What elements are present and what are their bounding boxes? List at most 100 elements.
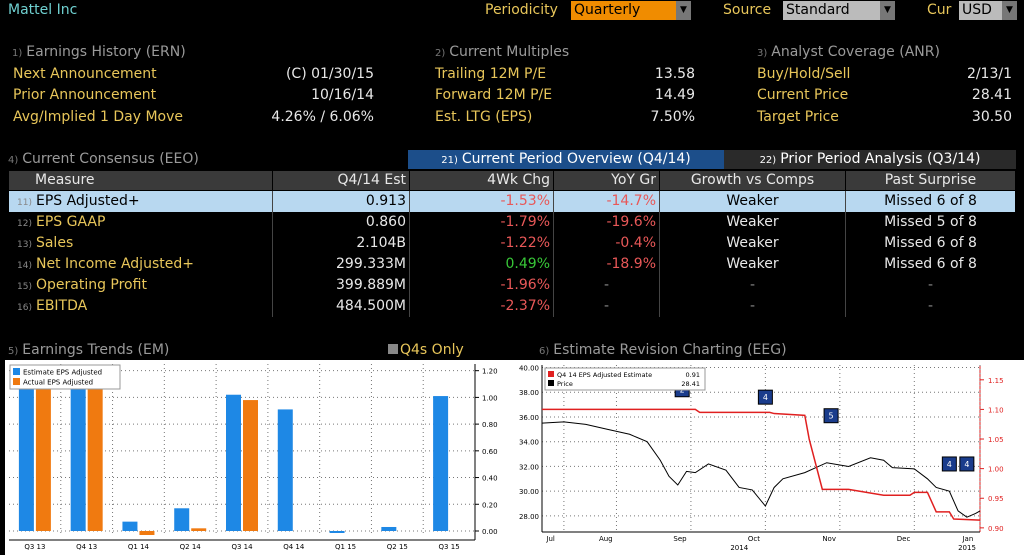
current-price-value: 28.41 [971, 87, 1012, 103]
y-tick-label: 1.10 [988, 406, 1004, 414]
tab-current-period[interactable]: 21) Current Period Overview (Q4/14) [408, 150, 724, 169]
chevron-down-icon[interactable]: ▼ [880, 1, 895, 20]
column-growth[interactable]: Growth vs Comps [660, 171, 846, 190]
yoy-cell: - [554, 296, 660, 317]
x-tick-label: Q4 14 [283, 543, 305, 551]
earnings-trends-title[interactable]: 5) Earnings Trends (EM) [8, 342, 169, 358]
checkbox-icon[interactable] [388, 344, 398, 354]
chevron-down-icon[interactable]: ▼ [1002, 1, 1017, 20]
tab-label: Current Period Overview (Q4/14) [461, 151, 691, 167]
x-tick-label: Q2 14 [180, 543, 202, 551]
chevron-down-icon[interactable]: ▼ [676, 1, 691, 20]
growth-cell: Weaker [660, 233, 846, 254]
est-cell: 0.913 [273, 191, 410, 212]
table-row[interactable]: 11) EPS Adjusted+ 0.913 -1.53% -14.7% Wea… [9, 191, 1015, 212]
estimate-revision-chart: 40.00 38.00 36.00 34.00 32.00 30.00 28.00 1.15 1… [505, 360, 1024, 555]
periodicity-select[interactable]: Quarterly ▼ [571, 1, 691, 20]
earnings-history-title[interactable]: 1) Earnings History (ERN) [12, 44, 186, 60]
yoy-cell: -18.9% [554, 254, 660, 275]
y-tick-label: 38.00 [519, 389, 539, 397]
x-tick-label: Q3 13 [24, 543, 45, 551]
measure-cell: 11) EPS Adjusted+ [9, 191, 273, 212]
x-tick-label: Aug [599, 535, 613, 543]
surprise-cell: Missed 6 of 8 [884, 193, 977, 209]
bar [87, 388, 103, 531]
measure-cell: 14) Net Income Adjusted+ [9, 254, 273, 275]
q4s-only-toggle[interactable]: Q4s Only [388, 342, 464, 358]
y-tick-label: 0.00 [482, 528, 498, 536]
tab-number: 22) [759, 155, 777, 166]
bar [139, 530, 155, 535]
buy-hold-sell-value: 2/13/1 [966, 66, 1012, 82]
currency-select[interactable]: USD ▼ [959, 1, 1017, 20]
y-tick-label: 1.00 [988, 466, 1004, 474]
est-cell: 484.500M [273, 296, 410, 317]
revision-marker [823, 408, 839, 424]
analyst-coverage-title[interactable]: 3) Analyst Coverage (ANR) [757, 44, 940, 60]
legend-box [9, 364, 121, 390]
tab-number: 21) [441, 155, 458, 166]
section-number: 6) [539, 346, 550, 357]
column-surprise[interactable]: Past Surprise [884, 172, 977, 188]
consensus-title[interactable]: 4) Current Consensus (EEO) [8, 151, 199, 167]
company-name: Mattel Inc [8, 2, 78, 18]
bar [35, 388, 51, 531]
day-move-label: Avg/Implied 1 Day Move [13, 109, 184, 125]
measure-cell: 15) Operating Profit [9, 275, 273, 296]
y-tick-label: 30.00 [519, 488, 539, 496]
yoy-cell: -0.4% [554, 233, 660, 254]
y-tick-label: 1.20 [482, 368, 498, 376]
x-tick-label: Q3 14 [231, 543, 253, 551]
growth-cell: Weaker [660, 212, 846, 233]
table-row[interactable]: 16) EBITDA 484.500M -2.37% - - - [9, 296, 1015, 317]
surprise-cell: - [927, 298, 934, 314]
source-select[interactable]: Standard ▼ [783, 1, 895, 20]
bar [70, 388, 86, 531]
section-title-text: Earnings Trends (EM) [22, 342, 170, 358]
table-row[interactable]: 15) Operating Profit 399.889M -1.96% - - … [9, 275, 1015, 296]
y-tick-label: 32.00 [519, 463, 539, 471]
section-title-text: Current Consensus (EEO) [22, 151, 199, 167]
table-row[interactable]: 14) Net Income Adjusted+ 299.333M 0.49% -… [9, 254, 1015, 275]
tab-prior-period[interactable]: 22) Prior Period Analysis (Q3/14) [724, 150, 1016, 169]
legend-label: Actual EPS Adjusted [23, 379, 93, 387]
column-measure[interactable]: Measure [9, 171, 273, 190]
column-yoy-gr[interactable]: YoY Gr [554, 171, 660, 190]
growth-cell: - [660, 296, 846, 317]
legend-label: Price [557, 380, 573, 388]
table-row[interactable]: 13) Sales 2.104B -1.22% -0.4% Weaker Miss… [9, 233, 1015, 254]
legend-label: Estimate EPS Adjusted [23, 369, 102, 377]
legend-swatch [13, 378, 20, 385]
current-price-label: Current Price [757, 87, 849, 103]
chg-cell: -1.22% [410, 233, 554, 254]
y-tick-label: 0.95 [988, 495, 1004, 503]
est-cell: 399.889M [273, 275, 410, 296]
bar [122, 521, 138, 531]
y-tick-label: 36.00 [519, 414, 539, 422]
column-4wk-chg[interactable]: 4Wk Chg [410, 171, 554, 190]
buy-hold-sell-label: Buy/Hold/Sell [757, 66, 851, 82]
table-row[interactable]: 12) EPS GAAP 0.860 -1.79% -19.6% Weaker M… [9, 212, 1015, 233]
current-multiples-title[interactable]: 2) Current Multiples [435, 44, 569, 60]
y-tick-label: 0.40 [482, 475, 498, 483]
currency-value: USD [962, 2, 992, 18]
source-value: Standard [786, 2, 850, 18]
y-tick-label: 40.00 [519, 364, 539, 372]
x-tick-label: Jul [545, 535, 555, 543]
column-est[interactable]: Q4/14 Est [273, 171, 410, 190]
forward-pe-label: Forward 12M P/E [435, 87, 553, 103]
section-number: 5) [8, 346, 19, 357]
periodicity-label: Periodicity [485, 2, 558, 18]
x-sublabel: 2015 [958, 544, 976, 552]
section-title-text: Current Multiples [449, 44, 570, 60]
estimate-revision-title[interactable]: 6) Estimate Revision Charting (EEG) [539, 342, 787, 358]
bar [433, 396, 449, 531]
yoy-cell: -14.7% [554, 191, 660, 212]
surprise-cell: Missed 5 of 8 [884, 214, 977, 230]
legend-swatch [548, 371, 554, 377]
x-tick-label: Oct [748, 535, 760, 543]
growth-cell: Weaker [660, 191, 846, 212]
section-number: 2) [435, 48, 446, 59]
y-tick-label: 0.90 [988, 525, 1004, 533]
section-number: 4) [8, 155, 19, 166]
